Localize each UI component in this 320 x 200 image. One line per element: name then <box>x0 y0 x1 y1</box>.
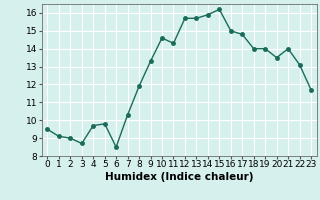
X-axis label: Humidex (Indice chaleur): Humidex (Indice chaleur) <box>105 172 253 182</box>
